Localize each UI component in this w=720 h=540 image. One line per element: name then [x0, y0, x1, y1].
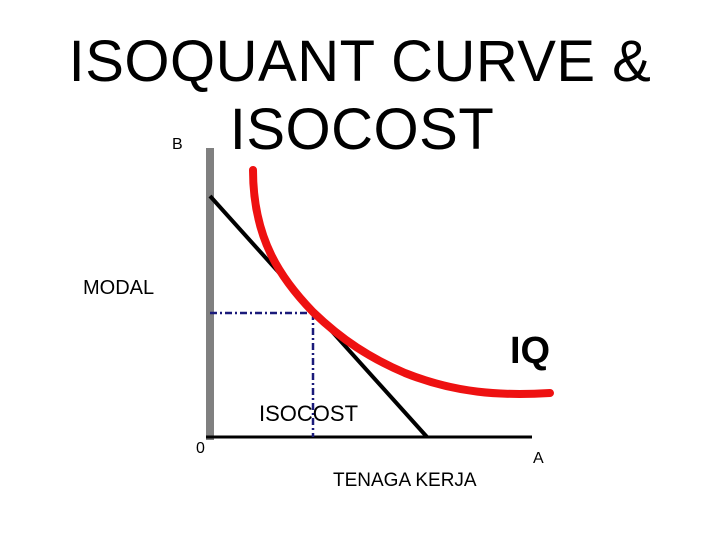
- isoquant-label: IQ: [510, 330, 551, 372]
- title-line-1: ISOQUANT CURVE &: [68, 29, 652, 94]
- isocost-label: ISOCOST: [259, 401, 359, 426]
- x-axis-label: TENAGA KERJA: [333, 470, 477, 491]
- title-line-2: ISOCOST: [229, 97, 495, 162]
- point-a-label: A: [533, 450, 544, 467]
- isoquant-curve: [249, 166, 554, 398]
- y-axis-label: MODAL: [83, 277, 155, 299]
- origin-label: 0: [196, 440, 205, 457]
- point-b-label: B: [172, 136, 183, 153]
